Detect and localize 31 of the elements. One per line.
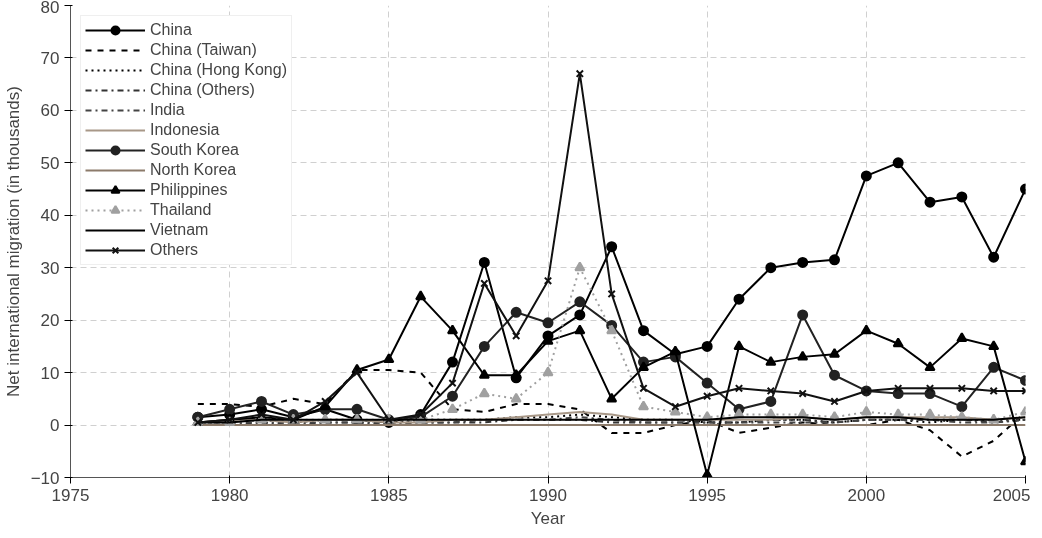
y-axis-title: Net international migration (in thousands) bbox=[3, 86, 23, 397]
legend-label: China (Others) bbox=[150, 81, 255, 99]
legend-label: India bbox=[150, 101, 185, 119]
y-tick-label: 30 bbox=[40, 258, 60, 278]
y-tick-label: −10 bbox=[30, 468, 60, 488]
y-tick-label: 80 bbox=[40, 0, 60, 17]
legend-label: North Korea bbox=[150, 161, 237, 179]
legend-label: China bbox=[150, 21, 192, 39]
x-axis-title: Year bbox=[530, 508, 566, 528]
y-tick-label: 0 bbox=[50, 416, 60, 436]
y-tick-label: 70 bbox=[40, 48, 60, 68]
legend-label: Thailand bbox=[150, 201, 212, 219]
x-tick-label: 2005 bbox=[992, 485, 1031, 505]
y-tick-label: 60 bbox=[40, 101, 60, 121]
legend-label: Philippines bbox=[150, 181, 228, 199]
legend-label: China (Taiwan) bbox=[150, 41, 257, 59]
x-tick-label: 1980 bbox=[210, 485, 249, 505]
x-tick-label: 1995 bbox=[688, 485, 727, 505]
x-tick-label: 1990 bbox=[529, 485, 567, 505]
x-tick-label: 1985 bbox=[369, 485, 408, 505]
y-tick-label: 50 bbox=[40, 153, 60, 173]
legend-label: Indonesia bbox=[150, 121, 220, 139]
legend-label: South Korea bbox=[150, 141, 239, 159]
y-tick-label: 40 bbox=[40, 206, 60, 226]
y-tick-label: 10 bbox=[40, 363, 60, 383]
x-tick-label: 2000 bbox=[847, 485, 886, 505]
legend-label: China (Hong Kong) bbox=[150, 61, 287, 79]
legend-label: Others bbox=[150, 241, 199, 259]
y-tick-label: 20 bbox=[40, 311, 60, 331]
x-tick-label: 1975 bbox=[51, 485, 90, 505]
legend-label: Vietnam bbox=[150, 221, 209, 239]
